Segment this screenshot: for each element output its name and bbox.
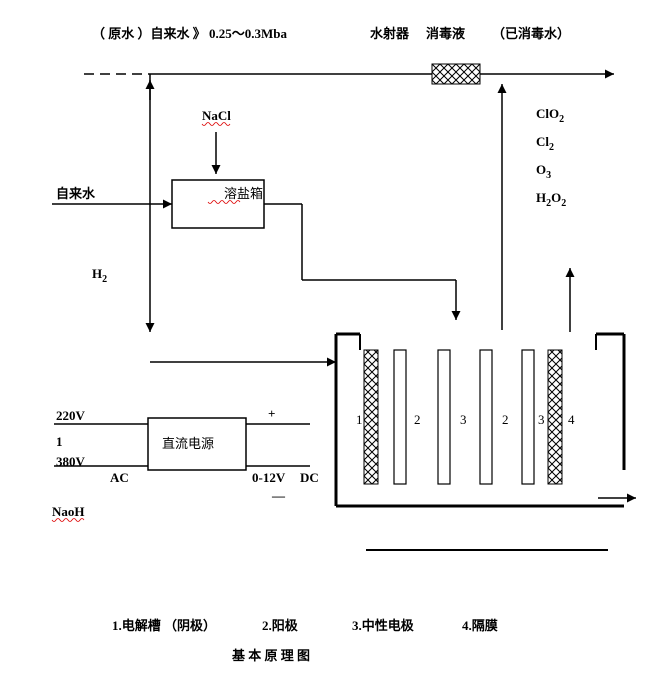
label-naoh: NaoH — [52, 504, 85, 519]
label-plus: + — [268, 406, 275, 421]
label-one: 1 — [56, 434, 63, 449]
label-ejector: 水射器 — [370, 26, 410, 41]
label-h2: H2 — [92, 266, 107, 285]
cell-bar-5 — [522, 350, 534, 484]
label-ac: AC — [110, 470, 129, 485]
ejector-box — [432, 64, 480, 84]
label-o3: O3 — [536, 162, 551, 181]
cell-bar-2 — [394, 350, 406, 484]
electrolytic-cell: 1 2 3 2 3 4 — [336, 334, 624, 506]
cell-bar-1 — [364, 350, 378, 484]
label-220v: 220V — [56, 408, 86, 423]
label-cl2: Cl2 — [536, 134, 554, 153]
cell-bar-3 — [438, 350, 450, 484]
label-disinfectant: 消毒液 — [426, 26, 465, 41]
legend-3: 3.中性电极 — [352, 618, 415, 633]
cell-num-3b: 3 — [538, 412, 545, 427]
label-h2o2: H2O2 — [536, 190, 566, 209]
cell-num-2a: 2 — [414, 412, 421, 427]
label-salt-box: 溶盐箱 — [224, 186, 263, 201]
label-nacl: NaCl — [202, 108, 231, 123]
cell-bar-4 — [480, 350, 492, 484]
label-raw-water: （ 原水 ）自来水 》 0.25～0.3Mba — [92, 26, 288, 41]
label-clo2: ClO2 — [536, 106, 564, 125]
label-tap-water: 自来水 — [56, 186, 96, 201]
diagram-title: 基 本 原 理 图 — [231, 648, 310, 663]
legend-4: 4.隔膜 — [462, 618, 498, 633]
label-volt-range: 0-12V — [252, 470, 286, 485]
label-minus: — — [271, 488, 286, 503]
label-dc: DC — [300, 470, 319, 485]
label-treated-water: （已消毒水） — [492, 26, 570, 41]
legend-2: 2.阳极 — [262, 618, 299, 633]
cell-num-1: 1 — [356, 412, 363, 427]
label-dc-power: 直流电源 — [162, 436, 214, 451]
cell-num-4: 4 — [568, 412, 575, 427]
cell-num-2b: 2 — [502, 412, 509, 427]
cell-num-3a: 3 — [460, 412, 467, 427]
cell-bar-6 — [548, 350, 562, 484]
legend-1: 1.电解槽 （阴极） — [112, 618, 216, 633]
label-380v: 380V — [56, 454, 86, 469]
